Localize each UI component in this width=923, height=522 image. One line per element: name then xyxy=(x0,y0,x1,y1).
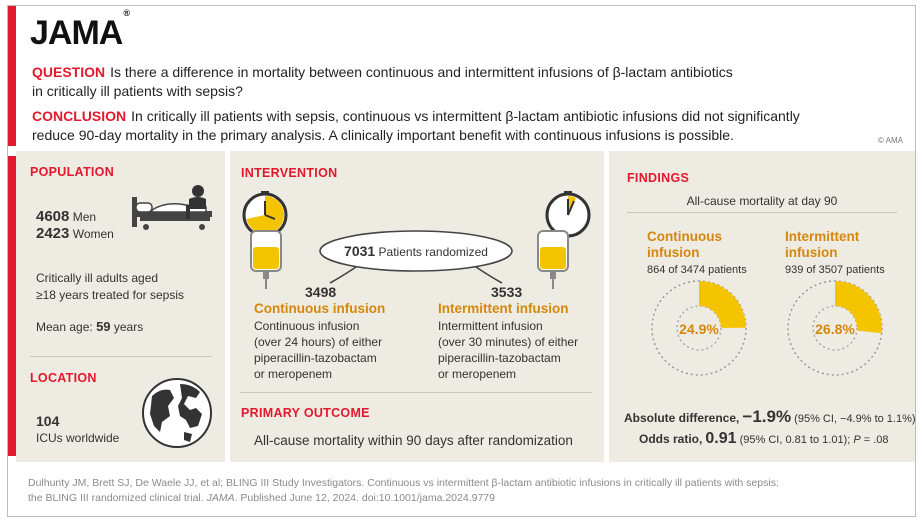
intermittent-percent-label: 26.8% xyxy=(815,321,855,337)
population-divider xyxy=(30,356,212,357)
conclusion-line-1: CONCLUSION In critically ill patients wit… xyxy=(32,108,800,124)
findings-heading: FINDINGS xyxy=(627,171,690,185)
question-line-1: QUESTION Is there a difference in mortali… xyxy=(32,64,733,80)
jama-logo: JAMA® xyxy=(30,7,130,52)
mean-age: Mean age: 59 years xyxy=(36,319,144,334)
odds-ratio: Odds ratio, 0.91 (95% CI, 0.81 to 1.01);… xyxy=(639,430,889,447)
conclusion-keyword: CONCLUSION xyxy=(32,108,127,124)
randomized-count: 7031 Patients randomized xyxy=(344,243,488,259)
intermittent-findings-title: Intermittent infusion xyxy=(785,229,860,260)
citation-footer: Dulhunty JM, Brett SJ, De Waele JJ, et a… xyxy=(28,477,779,504)
population-panel: POPULATION 4608 Men 2423 Women Criticall… xyxy=(16,151,225,462)
continuous-infusion-icon xyxy=(242,191,288,289)
continuous-percent-label: 24.9% xyxy=(679,321,719,337)
continuous-title: Continuous infusion xyxy=(254,301,386,316)
question-keyword: QUESTION xyxy=(32,64,106,80)
primary-outcome-text: All-cause mortality within 90 days after… xyxy=(254,433,573,448)
intervention-panel: INTERVENTION xyxy=(230,151,604,462)
absolute-difference: Absolute difference, −1.9% (95% CI, −4.9… xyxy=(624,407,916,426)
randomized-oval xyxy=(319,230,513,284)
intermittent-findings-counts: 939 of 3507 patients xyxy=(785,264,885,276)
population-description-1: Critically ill adults aged xyxy=(36,271,159,285)
population-description-2: ≥18 years treated for sepsis xyxy=(36,288,184,302)
intermittent-count: 3533 xyxy=(491,284,523,300)
intermittent-mortality-slice xyxy=(835,281,882,334)
continuous-mortality-gauge xyxy=(651,280,747,376)
copyright: © AMA xyxy=(877,136,903,145)
population-heading: POPULATION xyxy=(30,165,115,179)
intermittent-title: Intermittent infusion xyxy=(438,301,569,316)
accent-bar-middle xyxy=(8,156,16,456)
continuous-findings-counts: 864 of 3474 patients xyxy=(647,264,747,276)
continuous-count: 3498 xyxy=(305,284,337,300)
continuous-mortality-slice xyxy=(699,281,746,328)
intervention-divider xyxy=(240,392,592,393)
accent-bar-top xyxy=(8,6,16,146)
intermittent-infusion-icon xyxy=(537,191,591,289)
findings-panel: FINDINGS All-cause mortality at day 90 C… xyxy=(609,151,916,462)
continuous-mortality-inner-outline xyxy=(676,305,722,351)
location-count: 104 xyxy=(36,413,60,429)
primary-outcome-heading: PRIMARY OUTCOME xyxy=(241,406,370,420)
men-count: 4608 Men xyxy=(36,208,97,225)
intermittent-mortality-gauge xyxy=(787,280,883,376)
women-count: 2423 Women xyxy=(36,225,114,242)
question-line-2: in critically ill patients with sepsis? xyxy=(32,83,243,99)
intervention-heading: INTERVENTION xyxy=(241,166,338,180)
intermittent-description: Intermittent infusion (over 30 minutes) … xyxy=(438,319,579,381)
conclusion-line-2: reduce 90-day mortality in the primary a… xyxy=(32,127,734,143)
hospital-bed-icon xyxy=(132,185,212,230)
infographic-frame: JAMA® QUESTION Is there a difference in m… xyxy=(7,5,916,517)
findings-divider xyxy=(627,212,897,213)
continuous-findings-title: Continuous infusion xyxy=(647,229,722,260)
location-heading: LOCATION xyxy=(30,371,97,385)
location-label: ICUs worldwide xyxy=(36,431,120,445)
findings-subtitle: All-cause mortality at day 90 xyxy=(686,194,838,208)
globe-icon xyxy=(142,378,212,448)
continuous-description: Continuous infusion (over 24 hours) of e… xyxy=(254,319,383,381)
